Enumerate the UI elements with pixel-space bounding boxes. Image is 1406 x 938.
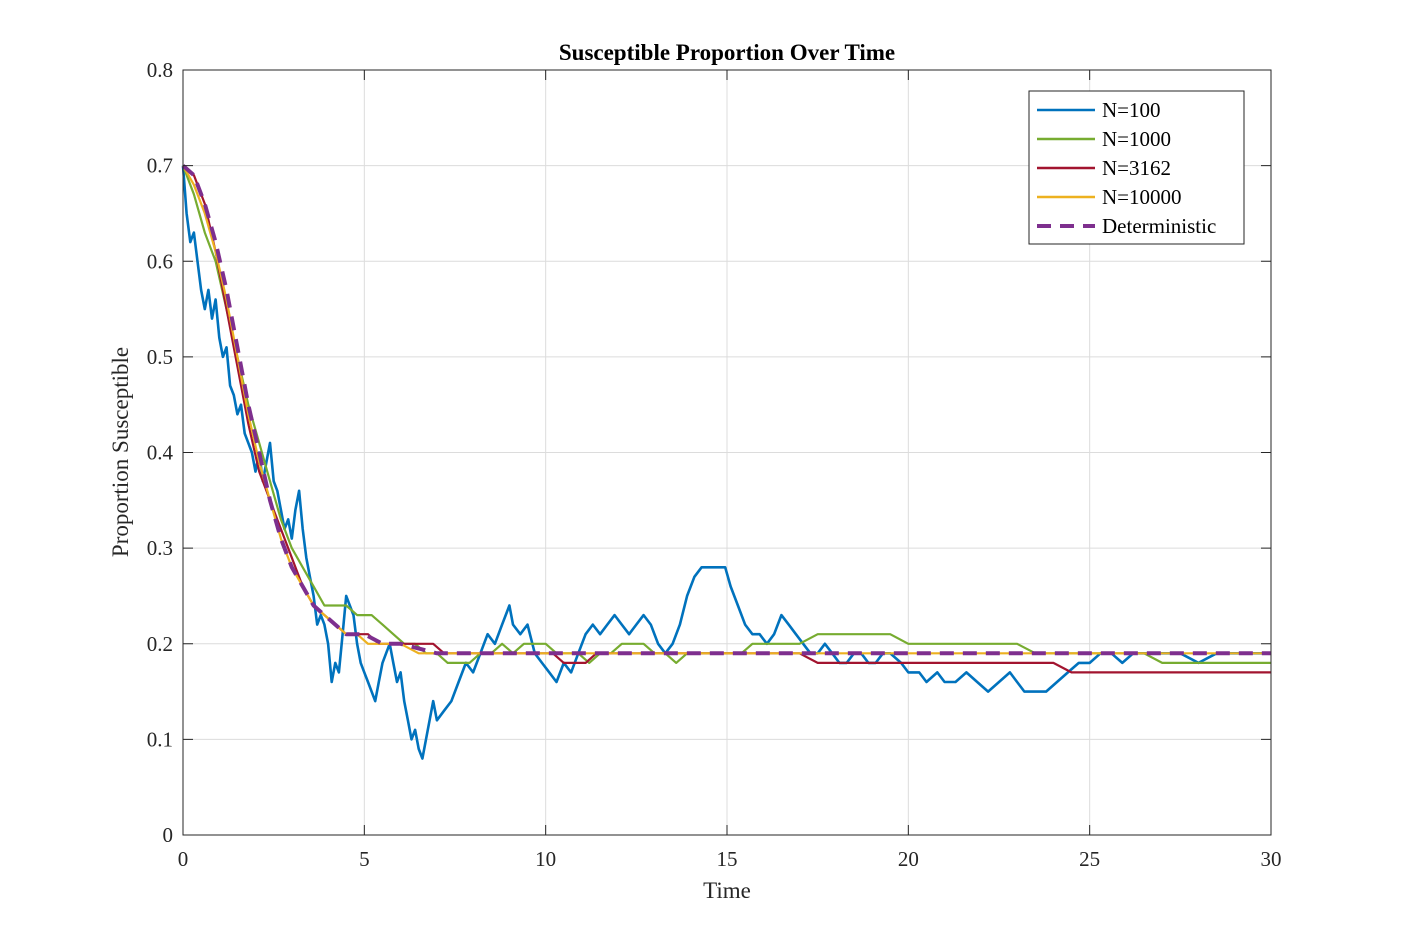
x-axis-label: Time bbox=[703, 878, 751, 903]
y-tick-label: 0.6 bbox=[147, 249, 173, 273]
series-line-deterministic bbox=[181, 164, 1271, 656]
chart-title: Susceptible Proportion Over Time bbox=[559, 40, 895, 65]
y-tick-label: 0.3 bbox=[147, 536, 173, 560]
x-tick-label: 15 bbox=[717, 847, 738, 871]
legend-label: N=100 bbox=[1102, 98, 1161, 122]
y-tick-label: 0.2 bbox=[147, 632, 173, 656]
y-axis-label: Proportion Susceptible bbox=[108, 347, 133, 557]
legend-label: Deterministic bbox=[1102, 214, 1216, 238]
y-tick-label: 0.1 bbox=[147, 727, 173, 751]
axes: 0 5 10 15 20 25 30 0 0.1 0.2 0.3 0.4 0.5 0.6 0.7 0.8 bbox=[147, 58, 1282, 871]
legend: N=100 N=1000 N=3162 N=10000 Deterministic bbox=[1028, 90, 1245, 245]
x-tick-label: 30 bbox=[1261, 847, 1282, 871]
series-lines bbox=[181, 164, 1271, 760]
y-tick-label: 0.8 bbox=[147, 58, 173, 82]
y-tick-label: 0.4 bbox=[147, 441, 174, 465]
x-tick-label: 20 bbox=[898, 847, 919, 871]
series-line-n-1000 bbox=[181, 165, 1271, 664]
x-tick-label: 0 bbox=[178, 847, 189, 871]
y-tick-label: 0.5 bbox=[147, 345, 173, 369]
legend-label: N=1000 bbox=[1102, 127, 1171, 151]
legend-label: N=10000 bbox=[1102, 185, 1182, 209]
grid bbox=[183, 70, 1271, 835]
series-line-n-100 bbox=[181, 165, 1271, 760]
x-tick-label: 5 bbox=[359, 847, 370, 871]
x-tick-label: 10 bbox=[535, 847, 556, 871]
y-tick-label: 0 bbox=[163, 823, 174, 847]
y-tick-label: 0.7 bbox=[147, 154, 173, 178]
x-tick-label: 25 bbox=[1079, 847, 1100, 871]
legend-label: N=3162 bbox=[1102, 156, 1171, 180]
